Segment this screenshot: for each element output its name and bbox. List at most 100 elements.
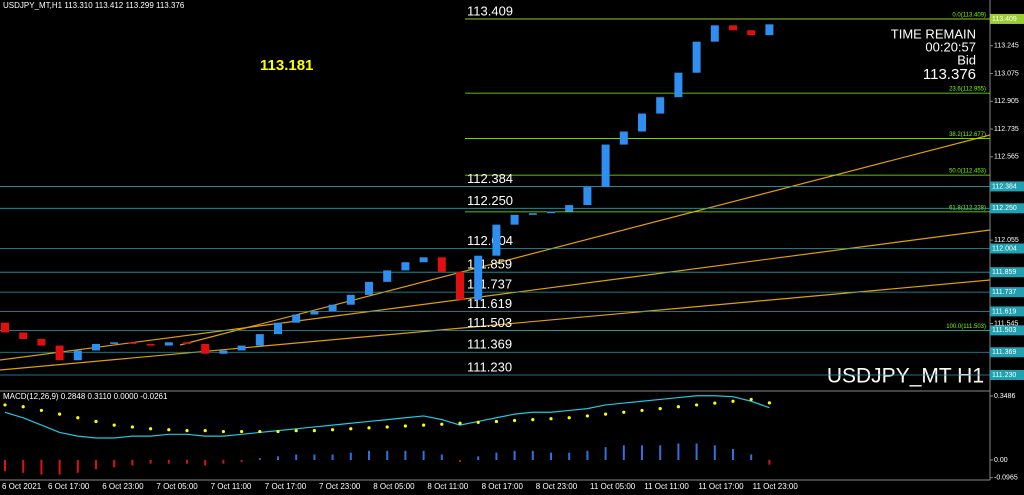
marker-label: 113.181 xyxy=(260,57,313,74)
macd-histogram-bar xyxy=(732,448,734,460)
macd-signal-dot xyxy=(331,428,335,432)
macd-signal-dot xyxy=(567,416,571,420)
fib-label: 0.0(113.409) xyxy=(952,13,986,19)
candle-body xyxy=(729,25,737,31)
macd-signal-dot xyxy=(21,405,25,409)
macd-histogram-bar xyxy=(368,450,370,460)
macd-histogram-bar xyxy=(204,459,207,466)
macd-signal-dot xyxy=(767,401,772,405)
candle-body xyxy=(692,41,701,73)
level-price-box xyxy=(990,325,1024,336)
macd-histogram-bar xyxy=(659,445,662,460)
macd-histogram-bar xyxy=(4,459,6,472)
macd-histogram-bar xyxy=(713,445,716,460)
macd-signal-dot xyxy=(422,423,426,427)
candle-body xyxy=(92,343,100,351)
macd-signal-dot xyxy=(203,429,207,433)
macd-histogram-bar xyxy=(76,459,79,473)
macd-histogram-bar xyxy=(586,450,589,460)
y-tick-label: 112.565 xyxy=(994,154,1019,161)
candle-body xyxy=(365,281,373,295)
bid-title: Bid xyxy=(957,52,976,67)
macd-signal-dot xyxy=(640,408,644,413)
y-tick-label: 113.245 xyxy=(994,43,1019,50)
x-tick-label: 7 Oct 11:00 xyxy=(211,482,252,491)
level-price-box xyxy=(990,347,1024,358)
fib-label: 50.0(112.453) xyxy=(949,169,986,175)
macd-signal-dot xyxy=(221,429,225,434)
macd-histogram-bar xyxy=(22,459,25,473)
level-price-label: 111.369 xyxy=(992,349,1016,356)
macd-signal-dot xyxy=(403,424,407,428)
candle-body xyxy=(619,131,628,145)
level-label: 112.004 xyxy=(467,233,513,248)
macd-signal-dot xyxy=(149,427,153,431)
level-price-box xyxy=(990,243,1024,254)
macd-histogram-bar xyxy=(768,459,771,465)
level-price-box xyxy=(990,287,1024,298)
candle-body xyxy=(55,345,64,361)
candle-body xyxy=(183,342,191,344)
fib-label: 23.6(112.955) xyxy=(949,87,986,93)
level-label: 111.737 xyxy=(467,277,512,292)
fib-label: 100.0(111.503) xyxy=(946,324,986,330)
candle-body xyxy=(73,350,82,361)
x-tick-label: 6 Oct 2021 xyxy=(2,482,42,491)
candle-body xyxy=(1,322,9,333)
macd-signal-dot xyxy=(76,416,80,420)
macd-histogram-bar xyxy=(622,445,625,460)
macd-histogram-bar xyxy=(349,452,352,460)
x-tick-label: 6 Oct 17:00 xyxy=(48,482,90,491)
x-tick-label: 8 Oct 23:00 xyxy=(536,482,578,491)
candle-body xyxy=(456,272,464,300)
candle-body xyxy=(328,304,337,312)
candle-body xyxy=(346,294,355,305)
macd-signal-dot xyxy=(39,408,44,413)
y-tick-label: 112.055 xyxy=(994,237,1019,244)
macd-signal-dot xyxy=(494,419,498,424)
macd-signal-dot xyxy=(130,425,134,429)
macd-histogram-bar xyxy=(695,443,698,460)
y-tick-label: 112.735 xyxy=(994,126,1019,133)
candle-body xyxy=(765,24,774,36)
level-price-label: 112.384 xyxy=(992,183,1017,190)
macd-histogram-bar xyxy=(677,443,680,460)
bid-value: 113.376 xyxy=(923,66,976,83)
macd-histogram-bar xyxy=(750,454,753,460)
level-price-label: 112.004 xyxy=(992,245,1017,252)
macd-histogram-bar xyxy=(95,459,97,470)
candle-body xyxy=(237,345,246,351)
candle-body xyxy=(255,334,264,346)
level-price-box xyxy=(990,203,1024,214)
macd-signal-dot xyxy=(294,429,298,433)
level-price-box xyxy=(990,369,1024,380)
macd-histogram-bar xyxy=(149,459,152,464)
level-label: 111.230 xyxy=(467,359,512,374)
macd-histogram-bar xyxy=(477,456,480,460)
level-label: 111.859 xyxy=(467,257,512,272)
symbol-label: USDJPY_MT H1 xyxy=(827,365,984,388)
candle-body xyxy=(583,187,592,206)
candle-body xyxy=(19,332,28,340)
macd-y-tick-label: 0.00 xyxy=(994,457,1008,464)
level-price-label: 111.737 xyxy=(992,289,1016,296)
macd-histogram-bar xyxy=(277,456,279,460)
x-tick-label: 8 Oct 05:00 xyxy=(373,482,415,491)
macd-signal-dot xyxy=(604,412,608,416)
macd-signal-dot xyxy=(695,403,699,407)
macd-signal-dot xyxy=(713,401,717,405)
macd-histogram-bar xyxy=(222,459,225,464)
macd-main-line xyxy=(4,395,770,439)
macd-signal-dot xyxy=(440,422,444,426)
level-label: 111.503 xyxy=(467,315,512,330)
macd-histogram-bar xyxy=(568,452,571,460)
macd-signal-dot xyxy=(385,425,389,429)
trend-line xyxy=(0,279,991,371)
macd-histogram-bar xyxy=(604,447,607,460)
macd-signal-dot xyxy=(513,418,517,423)
candle-body xyxy=(419,257,428,263)
level-price-label: 111.619 xyxy=(992,308,1016,315)
macd-signal-dot xyxy=(585,414,590,418)
macd-histogram-bar xyxy=(550,452,552,460)
